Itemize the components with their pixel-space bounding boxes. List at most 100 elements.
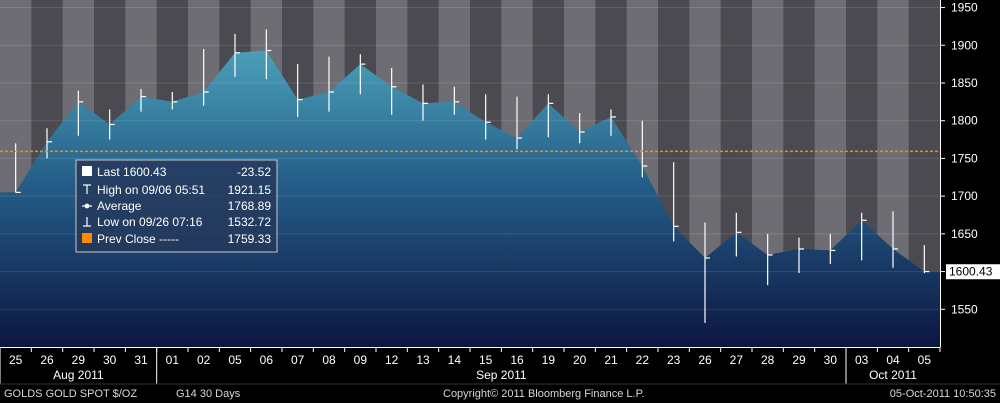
- price-bar: [453, 86, 460, 115]
- x-tick-label: 02: [197, 353, 211, 367]
- price-bar: [861, 212, 867, 261]
- x-tick-label: 25: [9, 353, 23, 367]
- price-bar: [234, 33, 240, 77]
- x-tick-label: 15: [479, 353, 493, 367]
- x-tick-label: 13: [416, 353, 430, 367]
- x-tick-label: 08: [322, 353, 336, 367]
- axis-background: [940, 0, 1000, 347]
- legend-low-value: 1532.72: [228, 215, 272, 229]
- x-tick-label: 04: [886, 353, 900, 367]
- price-bar: [297, 64, 303, 117]
- legend-last-change: -23.52: [237, 165, 271, 179]
- y-tick-label: 1700: [951, 189, 978, 203]
- legend-high-label: High on 09/06 05:51: [97, 183, 205, 197]
- y-tick-label: 1750: [951, 151, 978, 165]
- footer-bar: GOLDS GOLD SPOT $/OZ G14 30 Days Copyrig…: [0, 383, 1000, 400]
- legend-average-value: 1768.89: [228, 199, 272, 213]
- legend-prev-close-value: 1759.33: [228, 232, 272, 246]
- high-marker-icon: [83, 184, 91, 194]
- price-bar: [673, 162, 679, 242]
- y-tick-label: 1850: [951, 76, 978, 90]
- legend-average-label: Average: [97, 199, 142, 213]
- x-tick-label: 28: [761, 353, 775, 367]
- price-bar: [829, 233, 836, 265]
- x-tick-label: 27: [730, 353, 744, 367]
- price-bar: [46, 128, 52, 159]
- price-bar: [892, 211, 898, 268]
- legend-prev-close-label: Prev Close -----: [97, 232, 179, 246]
- month-label: Aug 2011: [53, 368, 104, 382]
- last-price-box: [946, 264, 1000, 280]
- x-tick-label: 30: [824, 353, 838, 367]
- x-tick-label: 05: [228, 353, 242, 367]
- y-axis: 1550160016501700175018001850190019501600…: [940, 0, 1000, 347]
- y-tick-label: 1650: [951, 227, 978, 241]
- x-tick-label: 29: [792, 353, 806, 367]
- last-swatch-icon: [82, 166, 92, 176]
- price-bar: [359, 54, 366, 95]
- legend-low-label: Low on 09/26 07:16: [97, 215, 203, 229]
- x-axis: 25 26 29 30 31 01 02 05 06 07 08 09 12 13 14 15 16 19 20 21…: [0, 347, 1000, 384]
- prev-close-swatch-icon: [82, 233, 92, 243]
- price-bar: [547, 94, 554, 138]
- low-marker-icon: [83, 217, 91, 227]
- price-bar: [485, 94, 491, 140]
- price-bar: [767, 233, 773, 286]
- x-tick-label: 01: [166, 353, 180, 367]
- x-tick-label: 16: [510, 353, 524, 367]
- legend-last-label: Last 1600.43: [97, 165, 167, 179]
- legend-background: [75, 159, 278, 253]
- x-tick-label: 06: [260, 353, 274, 367]
- price-bar: [798, 237, 804, 274]
- footer-chart-info: G14 30 Days: [176, 388, 241, 400]
- y-tick-label: 1950: [951, 1, 978, 15]
- legend-box: Last 1600.43 -23.52 High on 09/06 05:51 …: [75, 159, 278, 253]
- price-bar: [422, 84, 428, 121]
- price-bar: [140, 89, 146, 112]
- x-axis-background: [0, 347, 1000, 384]
- price-bar: [109, 109, 115, 140]
- price-bar: [579, 113, 585, 144]
- price-bars: [15, 29, 930, 323]
- x-tick-label: 07: [291, 353, 305, 367]
- y-tick-label: 1900: [951, 38, 978, 52]
- price-bar: [328, 56, 334, 112]
- x-tick-label: 03: [855, 353, 869, 367]
- average-marker-icon: [82, 203, 92, 209]
- price-bar: [923, 245, 930, 274]
- footer-timestamp: 05-Oct-2011 10:50:35: [890, 388, 996, 400]
- price-bar: [610, 109, 616, 136]
- price-bar: [735, 212, 742, 257]
- month-label: Oct 2011: [869, 368, 917, 382]
- x-tick-label: 31: [134, 353, 148, 367]
- x-tick-label: 12: [385, 353, 399, 367]
- x-tick-label: 22: [636, 353, 650, 367]
- x-tick-label: 20: [573, 353, 587, 367]
- price-bar: [77, 90, 84, 136]
- x-tick-label: 09: [354, 353, 368, 367]
- x-tick-label: 30: [103, 353, 117, 367]
- price-bar: [391, 67, 397, 115]
- price-bar: [265, 29, 272, 80]
- x-tick-label: 29: [72, 353, 86, 367]
- price-bar: [171, 92, 178, 110]
- legend-high-value: 1921.15: [228, 183, 272, 197]
- x-tick-label: 05: [918, 353, 932, 367]
- month-label: Sep 2011: [476, 368, 527, 382]
- x-tick-label: 26: [698, 353, 712, 367]
- x-tick-label: 19: [542, 353, 556, 367]
- y-tick-label: 1800: [951, 114, 978, 128]
- price-bar: [641, 120, 648, 178]
- price-bar: [704, 222, 710, 323]
- price-bar: [203, 49, 209, 106]
- last-price-label: 1600.43: [949, 265, 993, 279]
- price-bar: [516, 96, 522, 150]
- footer-ticker: GOLDS GOLD SPOT $/OZ: [4, 388, 137, 400]
- x-tick-label: 23: [667, 353, 681, 367]
- x-tick-label: 14: [448, 353, 462, 367]
- x-tick-label: 21: [604, 353, 618, 367]
- footer-copyright: Copyright© 2011 Bloomberg Finance L.P.: [443, 388, 645, 400]
- y-tick-label: 1550: [951, 302, 978, 316]
- x-tick-label: 26: [40, 353, 54, 367]
